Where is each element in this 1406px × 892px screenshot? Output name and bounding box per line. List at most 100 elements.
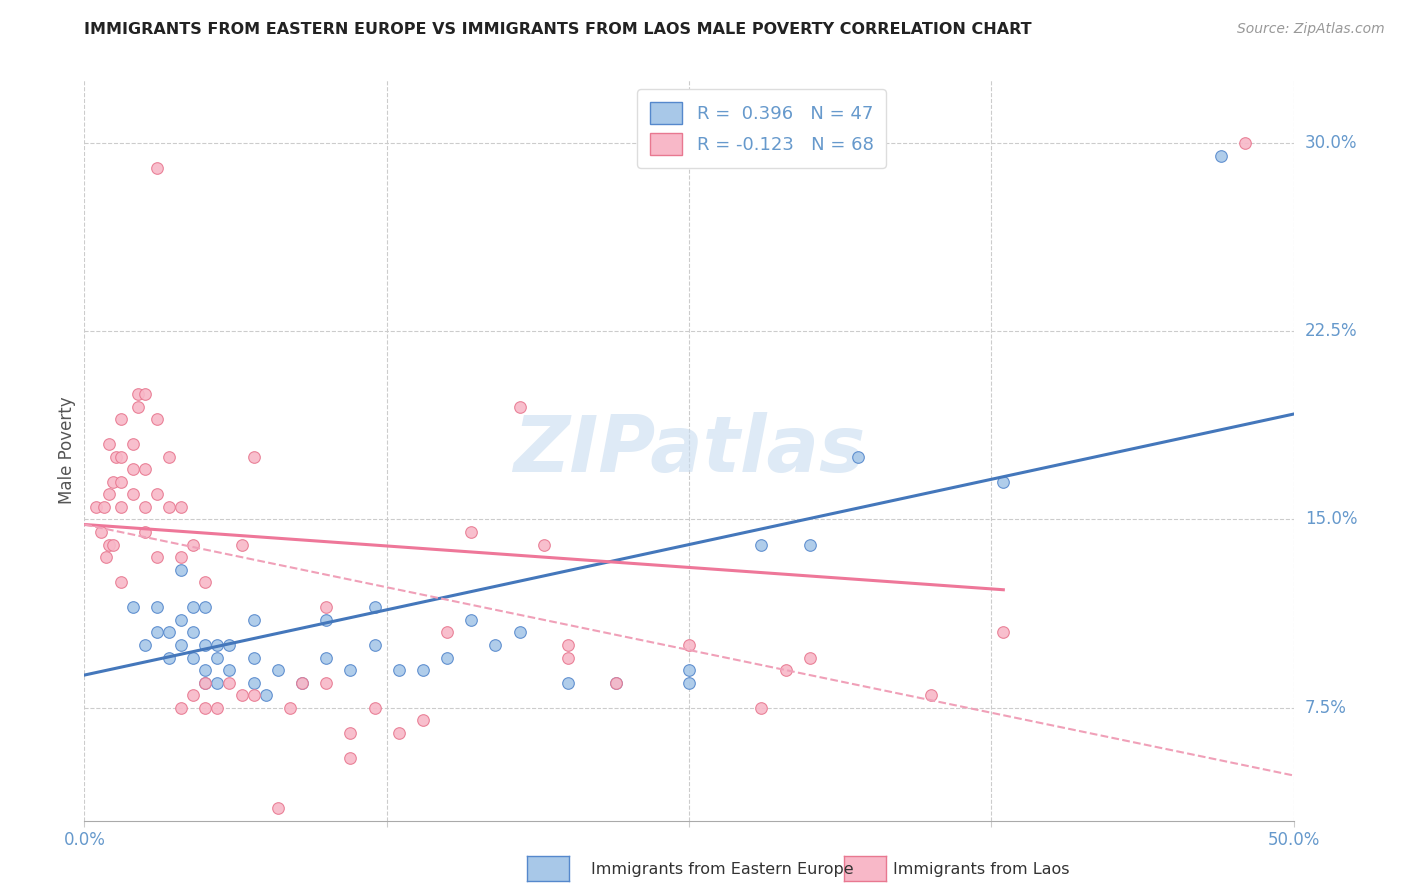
- Point: [484, 638, 506, 652]
- Point: [363, 700, 385, 714]
- Point: [194, 700, 217, 714]
- Point: [678, 663, 700, 677]
- Point: [134, 500, 156, 514]
- Point: [97, 487, 120, 501]
- Point: [1234, 136, 1257, 150]
- Point: [993, 475, 1015, 489]
- Point: [775, 663, 797, 677]
- Point: [127, 387, 149, 401]
- Point: [121, 437, 143, 451]
- Point: [278, 700, 301, 714]
- Point: [170, 563, 193, 577]
- Legend: R =  0.396   N = 47, R = -0.123   N = 68: R = 0.396 N = 47, R = -0.123 N = 68: [637, 89, 886, 168]
- Point: [103, 475, 125, 489]
- Point: [97, 437, 120, 451]
- Point: [207, 675, 229, 690]
- Point: [134, 524, 156, 539]
- Point: [799, 650, 821, 665]
- Point: [605, 675, 627, 690]
- Point: [218, 675, 240, 690]
- Text: Immigrants from Eastern Europe: Immigrants from Eastern Europe: [591, 863, 853, 877]
- Point: [170, 613, 193, 627]
- Point: [218, 663, 240, 677]
- Point: [194, 675, 217, 690]
- Point: [678, 638, 700, 652]
- Point: [363, 600, 385, 615]
- Point: [339, 751, 361, 765]
- Point: [267, 801, 290, 815]
- Point: [436, 650, 458, 665]
- Point: [157, 650, 180, 665]
- Point: [121, 600, 143, 615]
- Text: 7.5%: 7.5%: [1305, 698, 1347, 716]
- Point: [388, 726, 411, 740]
- Point: [460, 613, 482, 627]
- Point: [121, 462, 143, 476]
- Point: [242, 450, 264, 464]
- Point: [146, 412, 169, 426]
- Point: [181, 600, 204, 615]
- Text: Source: ZipAtlas.com: Source: ZipAtlas.com: [1237, 22, 1385, 37]
- Point: [110, 575, 132, 590]
- Point: [110, 475, 132, 489]
- Point: [170, 638, 193, 652]
- Point: [93, 500, 115, 514]
- Point: [207, 650, 229, 665]
- Point: [218, 638, 240, 652]
- Point: [242, 688, 264, 702]
- Point: [181, 688, 204, 702]
- Point: [86, 500, 108, 514]
- Point: [557, 638, 579, 652]
- Point: [920, 688, 942, 702]
- Point: [557, 675, 579, 690]
- Point: [103, 538, 125, 552]
- Point: [170, 700, 193, 714]
- Text: 22.5%: 22.5%: [1305, 322, 1357, 340]
- Point: [146, 625, 169, 640]
- Point: [157, 500, 180, 514]
- Point: [339, 663, 361, 677]
- Point: [231, 688, 253, 702]
- Point: [315, 650, 337, 665]
- Point: [533, 538, 555, 552]
- Point: [194, 575, 217, 590]
- Point: [291, 675, 314, 690]
- Point: [194, 663, 217, 677]
- Point: [146, 487, 169, 501]
- Point: [146, 161, 169, 175]
- Point: [242, 613, 264, 627]
- Point: [846, 450, 869, 464]
- Point: [678, 675, 700, 690]
- Text: ZIPatlas: ZIPatlas: [513, 412, 865, 489]
- Point: [242, 675, 264, 690]
- Point: [412, 713, 434, 727]
- Text: 30.0%: 30.0%: [1305, 134, 1357, 152]
- Point: [127, 400, 149, 414]
- Point: [751, 538, 773, 552]
- Point: [207, 700, 229, 714]
- Point: [90, 524, 112, 539]
- Point: [315, 675, 337, 690]
- Point: [605, 675, 627, 690]
- Point: [94, 550, 117, 565]
- Point: [134, 462, 156, 476]
- Point: [110, 412, 132, 426]
- Point: [194, 600, 217, 615]
- Point: [146, 550, 169, 565]
- Point: [339, 726, 361, 740]
- Point: [97, 538, 120, 552]
- Point: [146, 600, 169, 615]
- Point: [121, 487, 143, 501]
- Point: [134, 638, 156, 652]
- Point: [993, 625, 1015, 640]
- Y-axis label: Male Poverty: Male Poverty: [58, 397, 76, 504]
- Point: [194, 638, 217, 652]
- Point: [231, 538, 253, 552]
- Point: [1209, 148, 1232, 162]
- Point: [363, 638, 385, 652]
- Point: [509, 625, 531, 640]
- Point: [181, 625, 204, 640]
- Point: [509, 400, 531, 414]
- Point: [181, 538, 204, 552]
- Point: [799, 538, 821, 552]
